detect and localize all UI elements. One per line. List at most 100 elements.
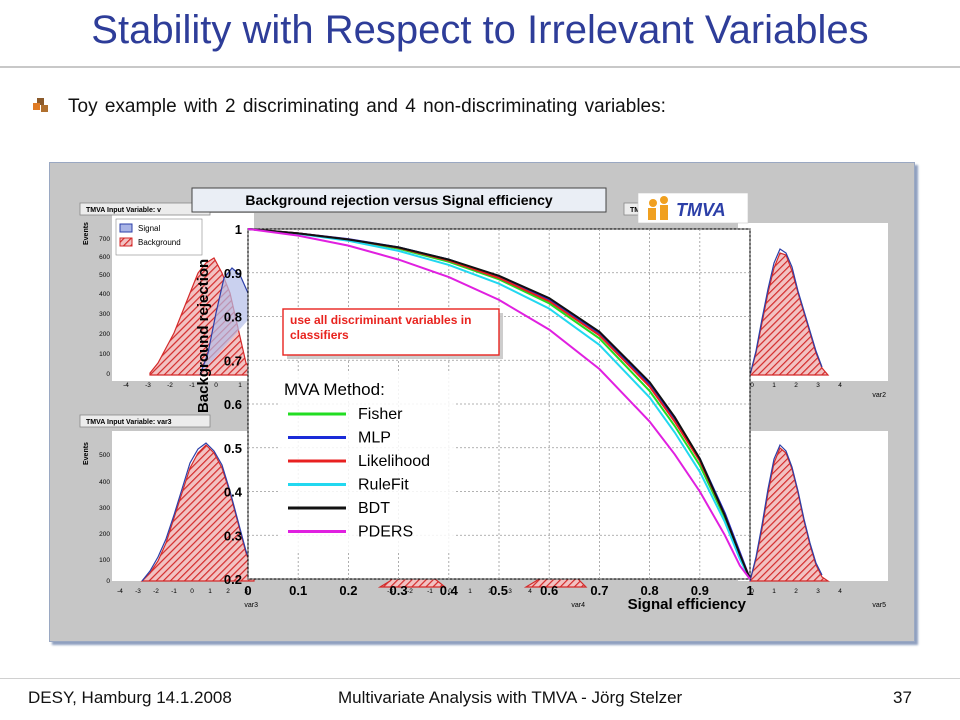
y-tick-label: 0.2 [224, 572, 242, 587]
svg-text:3: 3 [508, 588, 512, 595]
x-tick-label: 0.1 [289, 583, 307, 598]
svg-text:300: 300 [99, 311, 110, 318]
var4-axis-label: var4 [571, 602, 585, 609]
svg-text:0: 0 [750, 382, 754, 389]
svg-text:200: 200 [99, 531, 110, 538]
chart-title: Background rejection versus Signal effic… [245, 192, 553, 208]
x-tick-label: 0.2 [339, 583, 357, 598]
y-label-events-3: Events [83, 442, 90, 465]
svg-text:600: 600 [99, 254, 110, 261]
footer-divider [0, 678, 960, 679]
var5-axis-label: var5 [872, 602, 886, 609]
x-tick-label: 0.6 [540, 583, 558, 598]
bullet-text: Toy example with 2 discriminating and 4 … [68, 96, 666, 117]
legend-label-fisher: Fisher [358, 406, 403, 423]
svg-text:0: 0 [106, 371, 110, 378]
svg-text:2: 2 [226, 588, 230, 595]
x-tick-label: 0.4 [440, 583, 459, 598]
y-tick-label: 0.7 [224, 353, 242, 368]
x-ticks-var2: 0 1 2 3 4 [750, 382, 842, 389]
x-ticks-var5: 0 1 2 3 4 [750, 588, 842, 595]
svg-text:4: 4 [838, 588, 842, 595]
legend-signal-label: Signal [138, 224, 160, 233]
page-number: 37 [893, 688, 912, 707]
x-tick-label: 0.7 [590, 583, 608, 598]
y-tick-label: 0.9 [224, 266, 242, 281]
x-ticks-var3: -4 -3 -2 -1 0 1 2 3 [117, 588, 248, 595]
method-legend: MVA Method: Fisher MLP Likelihood RuleFit BD… [280, 371, 456, 553]
y-tick-label: 1 [235, 222, 242, 237]
svg-text:3: 3 [244, 588, 248, 595]
svg-text:-2: -2 [167, 382, 173, 389]
legend-background-label: Background [138, 238, 181, 247]
title-divider [0, 66, 960, 68]
svg-text:0: 0 [106, 578, 110, 585]
y-tick-label: 0.3 [224, 528, 242, 543]
y-ticks-var3: 500 400 300 200 100 0 [99, 452, 110, 585]
y-ticks-var1: 700 600 500 400 300 200 100 0 [99, 236, 110, 378]
histogram-signal-var2 [749, 248, 823, 376]
var2-axis-label: var2 [872, 392, 886, 399]
svg-text:300: 300 [99, 505, 110, 512]
legend-box-var1 [115, 218, 203, 256]
legend-label-rulefit: RuleFit [358, 477, 409, 494]
svg-text:1: 1 [208, 588, 212, 595]
svg-text:-1: -1 [427, 588, 433, 595]
logo-figure-icon [649, 199, 657, 207]
annotation-box: use all discriminant variables in classi… [282, 308, 503, 359]
svg-text:0: 0 [214, 382, 218, 389]
tmva-logo: TMVA [637, 192, 749, 224]
roc-curves [247, 228, 751, 580]
svg-text:2: 2 [488, 588, 492, 595]
annotation-text: use all discriminant variables in classi… [290, 313, 472, 342]
histogram-signal-var1 [199, 267, 255, 376]
figure-canvas: TMVA Input Variable: v Events Signal Bac… [79, 187, 888, 613]
svg-text:400: 400 [99, 291, 110, 298]
svg-text:1: 1 [772, 382, 776, 389]
svg-text:1: 1 [468, 588, 472, 595]
y-tick-label: 0.8 [224, 310, 242, 325]
figure-frame: TMVA Input Variable: v Events Signal Bac… [49, 162, 915, 642]
legend-header: MVA Method: [284, 380, 385, 399]
x-tick-labels: 0 0.1 0.2 0.3 0.4 0.5 0.6 0.7 0.8 0.9 1 [244, 583, 753, 598]
x-tick-label: 1 [746, 583, 753, 598]
y-tick-labels: 0.2 0.3 0.4 0.5 0.6 0.7 0.8 0.9 1 [224, 222, 243, 587]
y-tick-label: 0.6 [224, 397, 242, 412]
svg-text:4: 4 [838, 382, 842, 389]
input-panel-var2: TMVA 0 1 2 3 4 var2 [623, 202, 888, 399]
svg-text:700: 700 [99, 236, 110, 243]
x-axis-label: Signal efficiency [628, 596, 747, 613]
input-panel-var1: TMVA Input Variable: v Events Signal Bac… [79, 202, 256, 389]
footer-left: DESY, Hamburg 14.1.2008 [28, 688, 232, 707]
svg-text:-3: -3 [387, 588, 393, 595]
svg-text:2: 2 [794, 382, 798, 389]
svg-text:-1: -1 [171, 588, 177, 595]
histogram-signal-var3 [141, 442, 255, 582]
svg-text:-4: -4 [123, 382, 129, 389]
svg-text:-3: -3 [135, 588, 141, 595]
legend-swatch-background [119, 237, 133, 247]
svg-text:500: 500 [99, 452, 110, 459]
bullet-icon [33, 98, 48, 112]
svg-text:-1: -1 [189, 382, 195, 389]
var3-axis-label: var3 [244, 602, 258, 609]
panel-title-var1: TMVA Input Variable: v [86, 207, 161, 214]
svg-text:0: 0 [750, 588, 754, 595]
x-tick-label: 0.5 [490, 583, 508, 598]
svg-text:-4: -4 [117, 588, 123, 595]
svg-text:100: 100 [99, 557, 110, 564]
svg-text:-2: -2 [407, 588, 413, 595]
input-panel-var5: 0 1 2 3 4 var5 [738, 431, 888, 609]
y-axis-label: Background rejection [195, 259, 212, 413]
legend-swatch-signal [119, 223, 133, 233]
svg-text:-2: -2 [153, 588, 159, 595]
svg-text:1: 1 [772, 588, 776, 595]
roc-curve-rulefit [247, 228, 751, 580]
svg-text:500: 500 [99, 272, 110, 279]
legend-label-bdt: BDT [358, 500, 390, 517]
x-ticks-var1: -4 -3 -2 -1 0 1 [123, 382, 242, 389]
svg-text:3: 3 [816, 382, 820, 389]
svg-text:400: 400 [99, 479, 110, 486]
svg-text:1: 1 [238, 382, 242, 389]
x-tick-label: 0.9 [691, 583, 709, 598]
